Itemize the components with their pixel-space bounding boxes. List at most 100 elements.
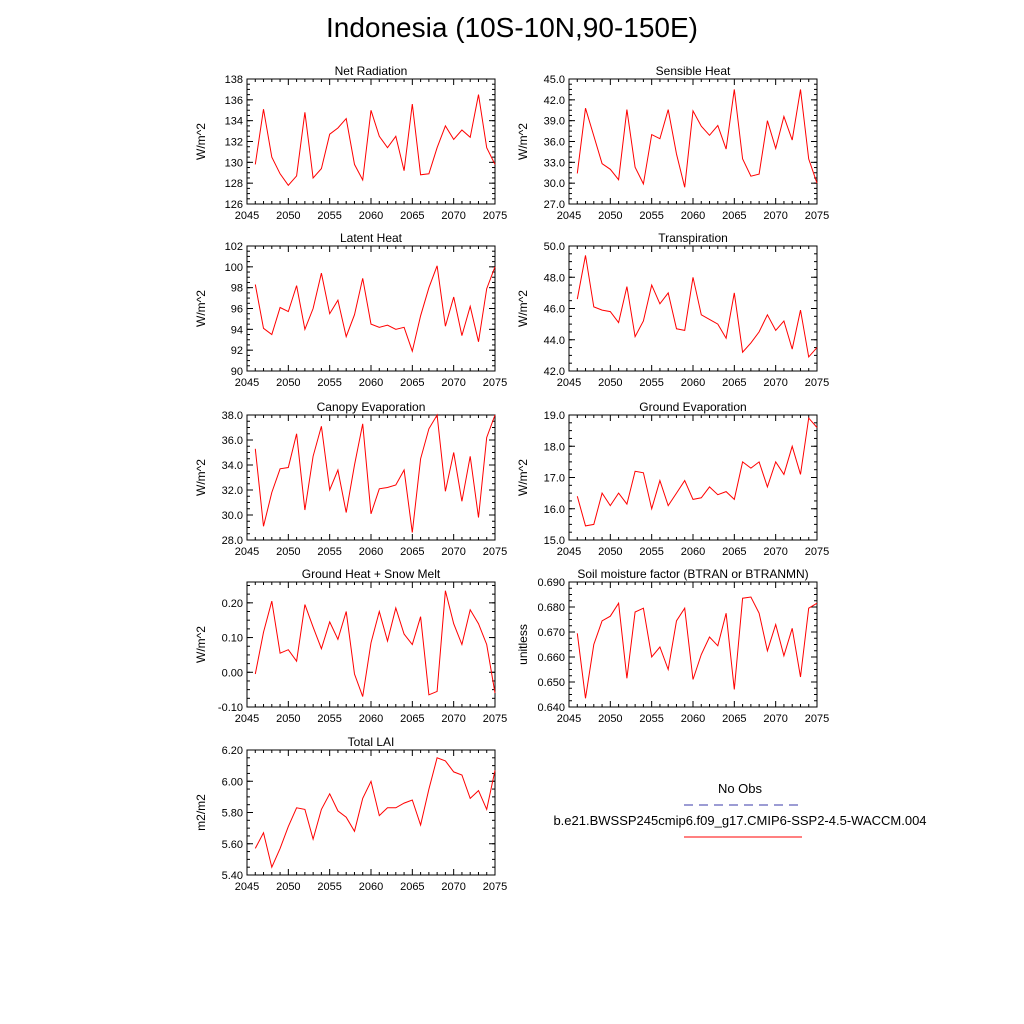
x-tick-label: 2060 (359, 713, 383, 725)
x-tick-label: 2050 (598, 713, 622, 725)
x-tick-label: 2050 (598, 377, 622, 389)
series-line (254, 757, 496, 869)
y-axis-label: unitless (516, 624, 530, 665)
y-tick-label: 38.0 (222, 410, 243, 422)
legend-obs-sample (520, 800, 960, 810)
x-tick-label: 2060 (681, 210, 705, 222)
y-axis-label: W/m^2 (194, 123, 208, 160)
x-tick-label: 2065 (400, 713, 424, 725)
y-tick-label: 30.0 (544, 178, 565, 190)
x-tick-label: 2065 (722, 546, 746, 558)
x-tick-label: 2075 (805, 546, 829, 558)
panel-transpiration: Transpiration 2045 2050 2055 2060 2065 2070 207… (516, 231, 829, 389)
x-tick-label: 2065 (400, 881, 424, 893)
x-tick-label: 2065 (722, 210, 746, 222)
x-tick-label: 2055 (317, 377, 341, 389)
x-tick-label: 2045 (235, 881, 259, 893)
legend: No Obs b.e21.BWSSP245cmip6.f09_g17.CMIP6… (520, 778, 960, 842)
y-tick-label: 19.0 (544, 410, 565, 422)
x-tick-label: 2075 (483, 210, 507, 222)
series-line (576, 596, 818, 699)
y-tick-label: 102 (225, 241, 243, 253)
panel-title: Latent Heat (340, 231, 403, 245)
x-tick-label: 2075 (805, 377, 829, 389)
legend-obs-label: No Obs (717, 781, 763, 796)
y-tick-label: 5.40 (222, 870, 243, 882)
x-tick-label: 2050 (598, 546, 622, 558)
x-tick-label: 2045 (235, 546, 259, 558)
x-tick-label: 2060 (681, 713, 705, 725)
x-tick-label: 2045 (235, 377, 259, 389)
panel-title: Sensible Heat (656, 64, 731, 78)
x-tick-label: 2050 (276, 377, 300, 389)
y-tick-label: 30.0 (222, 510, 243, 522)
y-tick-label: 28.0 (222, 535, 243, 547)
y-axis-label: W/m^2 (194, 626, 208, 663)
y-tick-label: 138 (225, 74, 243, 86)
y-tick-label: 0.10 (222, 633, 243, 645)
x-tick-label: 2060 (359, 210, 383, 222)
y-tick-label: 27.0 (544, 199, 565, 211)
panel-latent-heat: Latent Heat 2045 2050 2055 2060 2065 2070 2075 9… (194, 231, 507, 389)
y-tick-label: 0.00 (222, 667, 243, 679)
y-tick-label: 48.0 (544, 272, 565, 284)
y-axis-label: W/m^2 (516, 123, 530, 160)
x-tick-label: 2045 (557, 377, 581, 389)
x-tick-label: 2045 (557, 546, 581, 558)
y-tick-label: 0.660 (537, 652, 565, 664)
y-tick-label: 36.0 (222, 435, 243, 447)
y-tick-label: 17.0 (544, 473, 565, 485)
x-tick-label: 2065 (400, 210, 424, 222)
y-tick-label: 6.00 (222, 776, 243, 788)
panel-title: Net Radiation (335, 64, 408, 78)
x-tick-label: 2065 (400, 546, 424, 558)
y-tick-label: 42.0 (544, 366, 565, 378)
x-tick-label: 2075 (483, 546, 507, 558)
y-tick-label: 128 (225, 178, 243, 190)
y-tick-label: 15.0 (544, 535, 565, 547)
y-tick-label: 32.0 (222, 485, 243, 497)
plot-frame (568, 245, 818, 372)
x-tick-label: 2070 (763, 377, 787, 389)
y-tick-label: 0.680 (537, 602, 565, 614)
x-tick-label: 2075 (483, 713, 507, 725)
y-tick-label: 5.80 (222, 808, 243, 820)
y-tick-label: 46.0 (544, 304, 565, 316)
x-tick-label: 2075 (483, 881, 507, 893)
x-tick-label: 2070 (763, 210, 787, 222)
panel-title: Ground Evaporation (639, 400, 746, 414)
x-tick-label: 2045 (235, 210, 259, 222)
x-tick-label: 2075 (483, 377, 507, 389)
y-tick-label: 130 (225, 157, 243, 169)
x-tick-label: 2070 (763, 546, 787, 558)
plot-frame (568, 78, 818, 205)
y-tick-label: 98 (231, 283, 243, 295)
x-tick-label: 2075 (805, 210, 829, 222)
x-tick-label: 2065 (722, 377, 746, 389)
series-line (254, 590, 496, 697)
plot-frame (246, 78, 496, 205)
x-tick-label: 2055 (639, 210, 663, 222)
y-axis-label: W/m^2 (194, 290, 208, 327)
y-tick-label: 92 (231, 345, 243, 357)
y-tick-label: 0.650 (537, 677, 565, 689)
plot-frame (568, 414, 818, 541)
y-tick-label: 126 (225, 199, 243, 211)
x-tick-label: 2065 (722, 713, 746, 725)
x-tick-label: 2065 (400, 377, 424, 389)
panel-title: Soil moisture factor (BTRAN or BTRANMN) (577, 567, 808, 581)
panel-sensible-heat: Sensible Heat 2045 2050 2055 2060 2065 2070 207… (516, 64, 829, 222)
x-tick-label: 2075 (805, 713, 829, 725)
y-tick-label: 134 (225, 116, 243, 128)
y-tick-label: 0.20 (222, 598, 243, 610)
panel-ground-evaporation: Ground Evaporation 2045 2050 2055 2060 2065 20… (516, 400, 829, 558)
x-tick-label: 2050 (276, 546, 300, 558)
y-tick-label: 16.0 (544, 504, 565, 516)
series-line (254, 265, 496, 354)
y-tick-label: 5.60 (222, 839, 243, 851)
x-tick-label: 2055 (639, 546, 663, 558)
panel-ground-heat-snow-melt: Ground Heat + Snow Melt 2045 2050 2055 2060 2… (194, 567, 507, 725)
x-tick-label: 2045 (557, 713, 581, 725)
x-tick-label: 2070 (441, 713, 465, 725)
y-tick-label: 96 (231, 304, 243, 316)
